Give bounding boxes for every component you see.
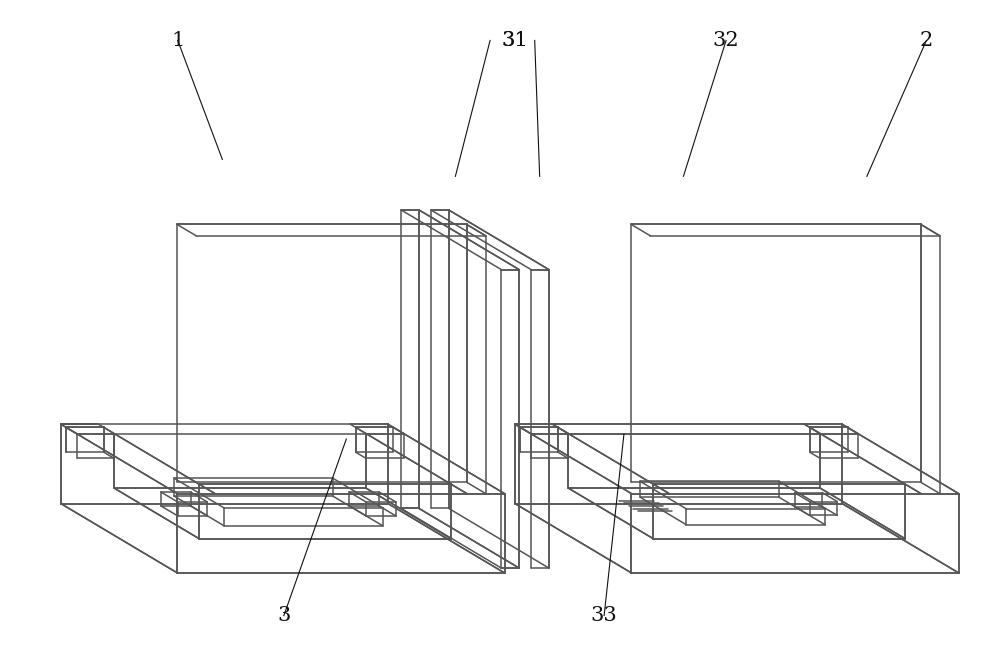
Text: 33: 33 [591, 606, 617, 625]
Text: 31: 31 [501, 31, 528, 50]
Text: 3: 3 [277, 606, 291, 625]
Text: 31: 31 [501, 31, 528, 50]
Text: 2: 2 [920, 31, 933, 50]
Text: 1: 1 [171, 31, 184, 50]
Text: 32: 32 [713, 31, 739, 50]
